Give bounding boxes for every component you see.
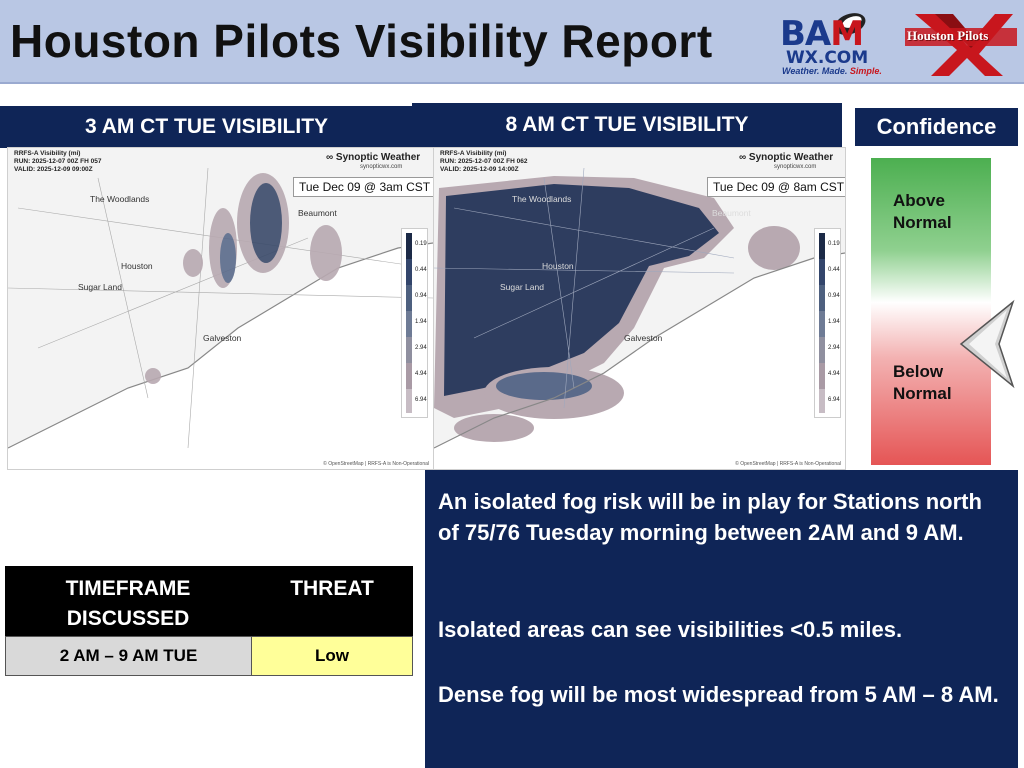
houston-pilots-logo: Houston Pilots <box>905 6 1017 78</box>
synoptic-brand: ∞ Synoptic Weather <box>739 152 834 163</box>
bamwx-logo: BAM WX.COM Weather. Made. Simple. <box>780 10 898 76</box>
map-run-info: RRFS-A Visibility (mi) RUN: 2025-12-07 0… <box>14 150 102 173</box>
confidence-title: Confidence <box>855 108 1018 146</box>
place-label: Galveston <box>203 333 242 343</box>
map-run-info: RRFS-A Visibility (mi) RUN: 2025-12-07 0… <box>440 150 528 173</box>
visibility-map-3am: RRFS-A Visibility (mi) RUN: 2025-12-07 0… <box>7 147 434 470</box>
right-map-title: 8 AM CT TUE VISIBILITY <box>412 103 842 147</box>
timeframe-cell: 2 AM – 9 AM TUE <box>5 636 252 676</box>
place-label: Beaumont <box>298 208 337 218</box>
summary-paragraph: Dense fog will be most widespread from 5… <box>438 682 999 707</box>
summary-paragraph: An isolated fog risk will be in play for… <box>438 489 982 545</box>
place-label: Houston <box>542 261 574 271</box>
header-bar: Houston Pilots Visibility Report BAM WX.… <box>0 0 1024 84</box>
place-label: Beaumont <box>712 208 751 218</box>
synoptic-brand: ∞ Synoptic Weather <box>326 152 421 163</box>
column-header-timeframe: TIMEFRAME DISCUSSED <box>65 577 191 630</box>
confidence-gauge: Above Normal Below Normal <box>871 158 991 465</box>
place-label: Galveston <box>624 333 663 343</box>
place-label: The Woodlands <box>512 194 572 204</box>
page-title: Houston Pilots Visibility Report <box>10 15 713 67</box>
threat-table: TIMEFRAME DISCUSSED THREAT 2 AM – 9 AM T… <box>5 566 413 678</box>
colorbar-legend: 0.19 0.44 0.94 1.94 2.94 4.94 6.94 <box>401 228 428 418</box>
visibility-map-8am: RRFS-A Visibility (mi) RUN: 2025-12-07 0… <box>433 147 846 470</box>
valid-time-stamp: Tue Dec 09 @ 3am CST <box>293 177 433 197</box>
gauge-label-below: Below Normal <box>893 362 952 403</box>
forecast-summary-panel: An isolated fog risk will be in play for… <box>425 470 1018 768</box>
column-header-threat: THREAT <box>290 577 374 600</box>
place-label: Sugar Land <box>500 282 544 292</box>
summary-paragraph: Isolated areas can see visibilities <0.5… <box>438 617 903 642</box>
gauge-label-above: Above Normal <box>893 191 952 232</box>
map-background <box>434 148 845 469</box>
map-attribution: © OpenStreetMap | RRFS-A is Non-Operatio… <box>323 461 429 467</box>
place-label: The Woodlands <box>90 194 150 204</box>
threat-table-header: TIMEFRAME DISCUSSED THREAT <box>5 566 413 636</box>
place-label: Sugar Land <box>78 282 122 292</box>
confidence-indicator-arrow-icon <box>959 299 1015 389</box>
colorbar-legend: 0.19 0.44 0.94 1.94 2.94 4.94 6.94 <box>814 228 841 418</box>
valid-time-stamp: Tue Dec 09 @ 8am CST <box>707 177 845 197</box>
synoptic-url: synopticwx.com <box>774 164 817 170</box>
map-background <box>8 148 433 469</box>
map-attribution: © OpenStreetMap | RRFS-A is Non-Operatio… <box>735 461 841 467</box>
threat-level-cell: Low <box>251 636 413 676</box>
left-map-title: 3 AM CT TUE VISIBILITY <box>0 106 413 148</box>
place-label: Houston <box>121 261 153 271</box>
synoptic-url: synopticwx.com <box>360 164 403 170</box>
